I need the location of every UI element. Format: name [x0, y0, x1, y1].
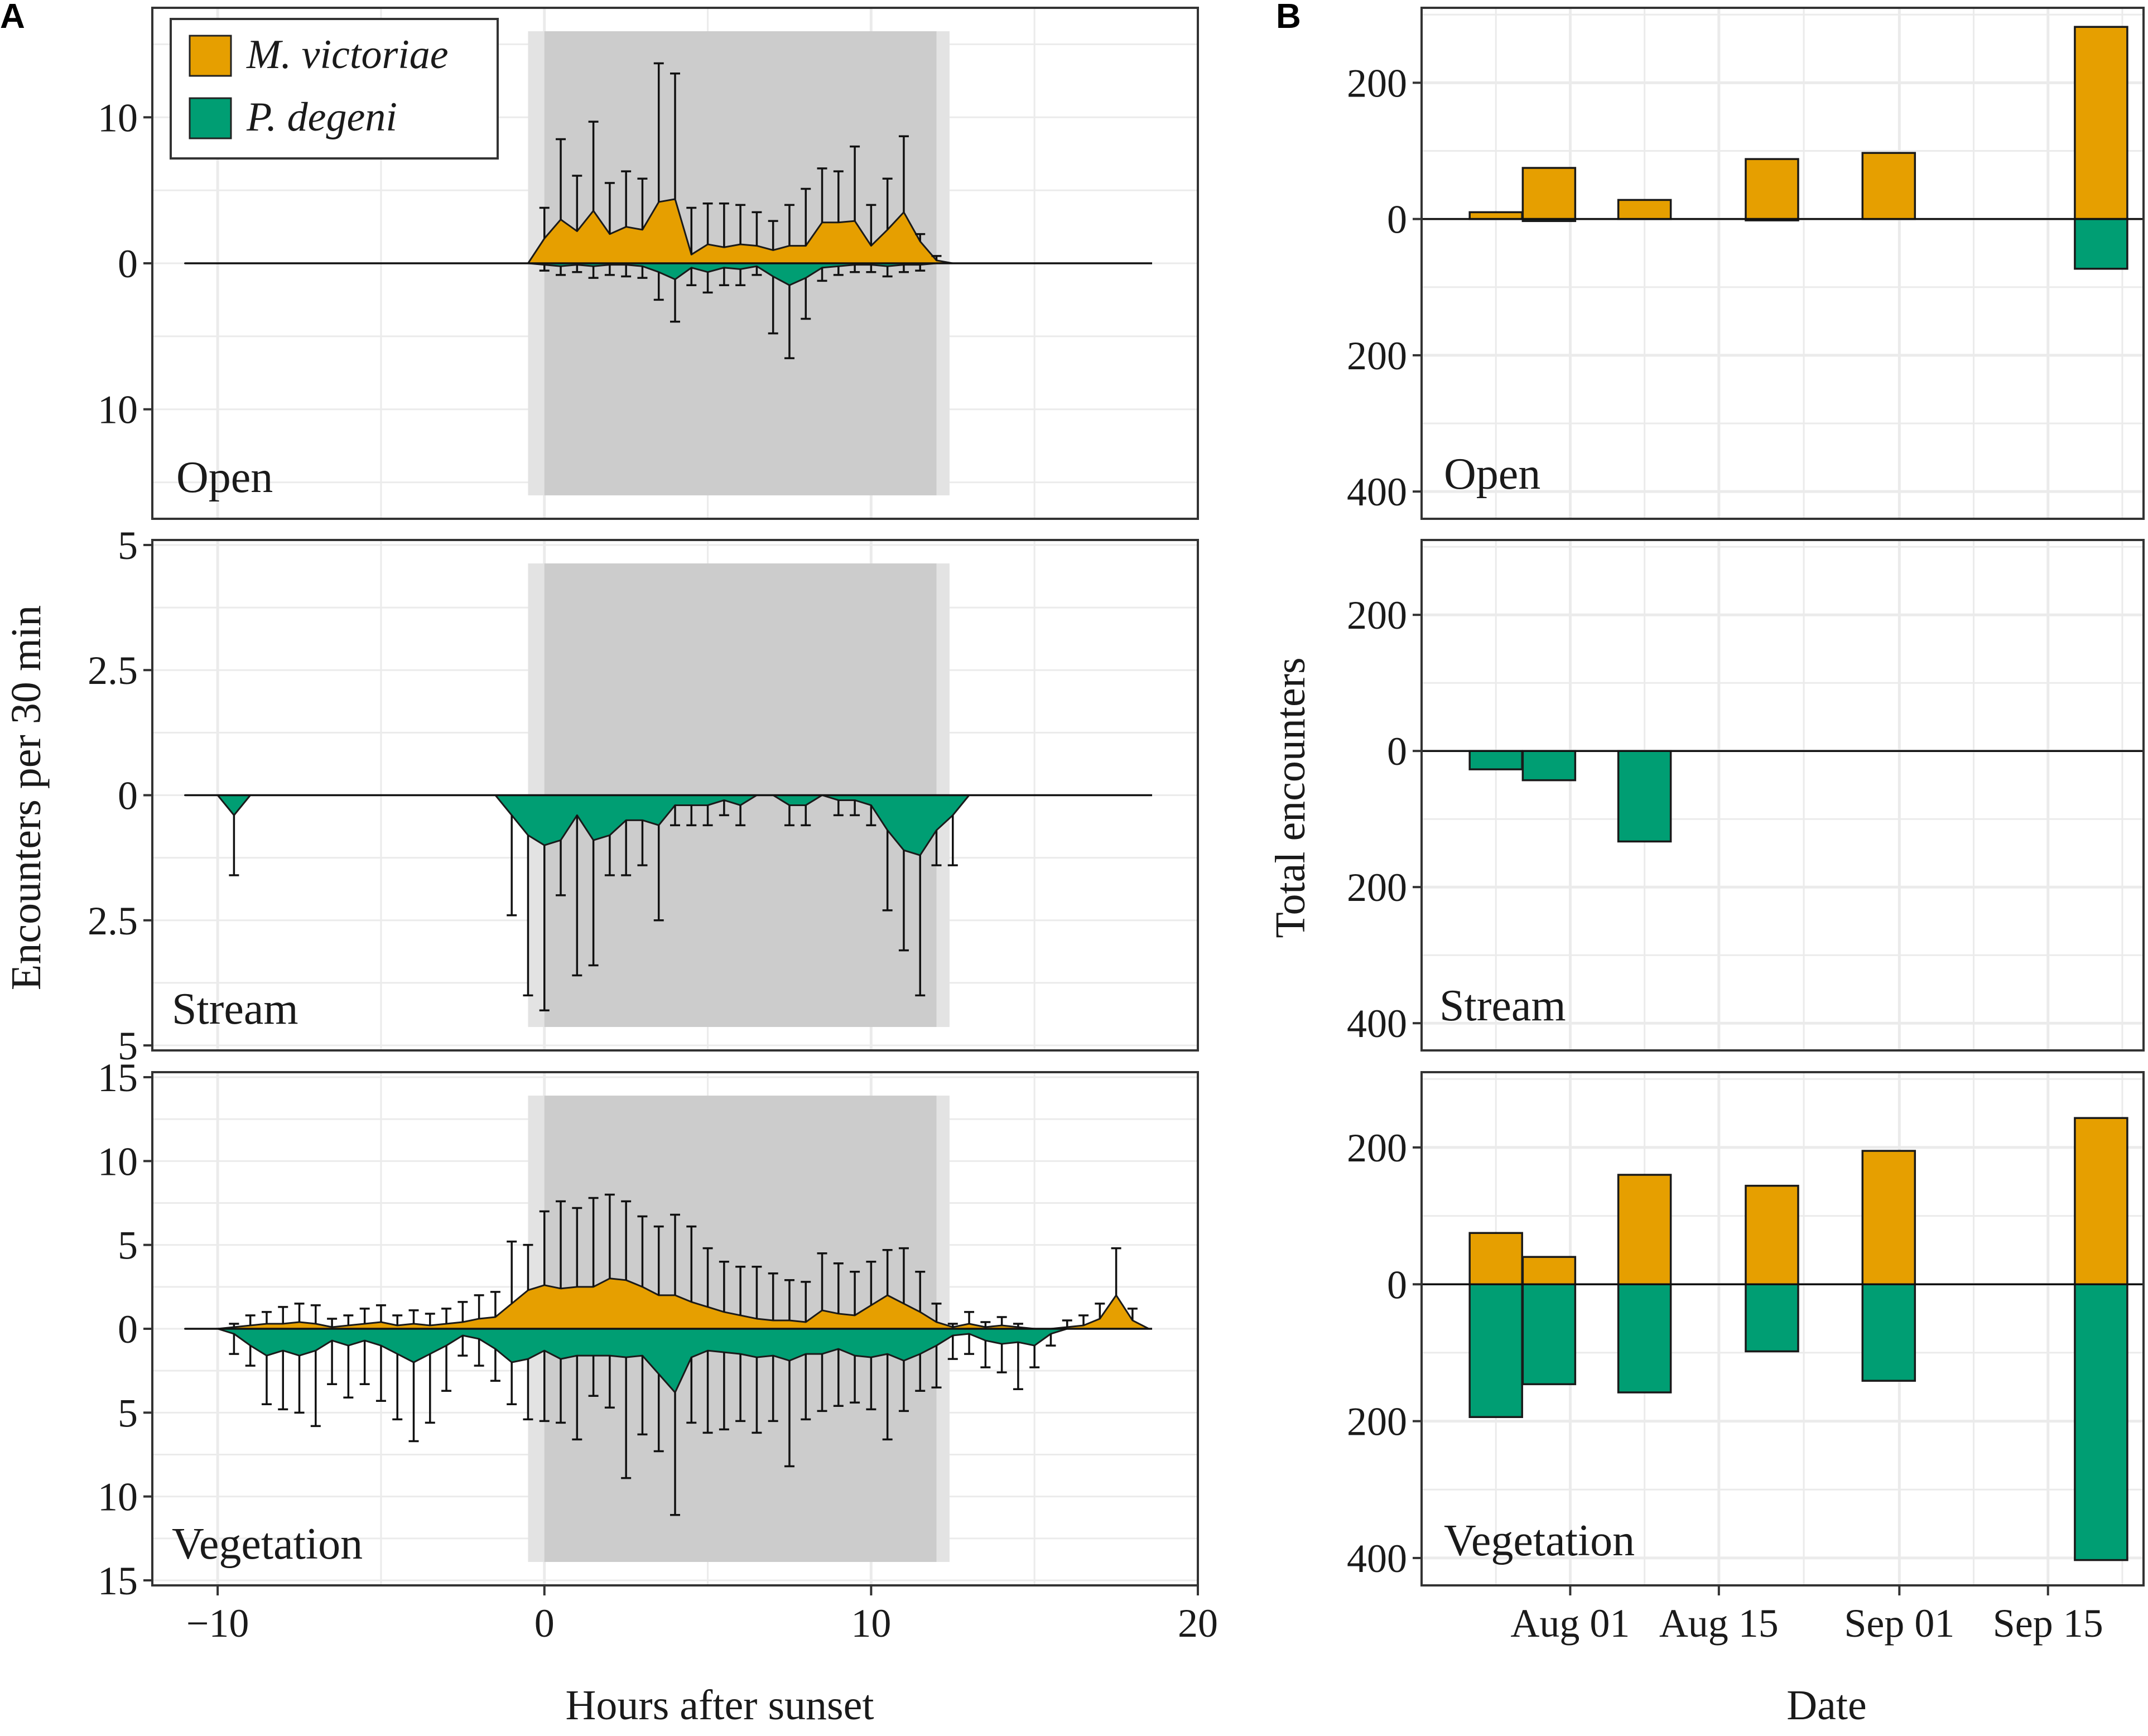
- bar-m-victoriae: [1468, 211, 1523, 220]
- y-tick-label: 2.5: [88, 648, 138, 693]
- panel-a-y-axis-title: Encounters per 30 min: [3, 605, 50, 990]
- legend-swatch-p-degeni: [189, 97, 232, 139]
- y-tick-label: 0: [1387, 1262, 1407, 1307]
- bar-p-degeni: [1617, 750, 1672, 843]
- y-tick-label: 5: [118, 1391, 138, 1435]
- panel-frame: [1420, 1071, 2145, 1586]
- panel-b-stream: 200 0 200 400 Stream: [1347, 539, 2145, 1052]
- bar-m-victoriae: [1468, 1232, 1523, 1286]
- panel-b-vegetation: 200 0 200 400 Vegetation: [1347, 1071, 2145, 1586]
- bar-m-victoriae: [2074, 26, 2128, 220]
- panel-b-open: 200 0 200 400 Open: [1347, 7, 2145, 520]
- bar-m-victoriae: [2074, 1117, 2128, 1286]
- y-tick-label: 0: [1387, 197, 1407, 242]
- y-tick-label: 5: [118, 523, 138, 568]
- y-tick-label: 2.5: [88, 899, 138, 943]
- y-tick-label: 200: [1347, 1126, 1407, 1170]
- habitat-label: Open: [176, 453, 273, 502]
- y-tick-label: 5: [118, 1024, 138, 1068]
- habitat-label: Open: [1444, 450, 1540, 499]
- panel-b-y-axis-title: Total encounters: [1267, 657, 1314, 938]
- bar-m-victoriae: [1617, 1174, 1672, 1286]
- y-tick-label: 10: [98, 1475, 138, 1520]
- x-tick-label: −10: [186, 1601, 249, 1646]
- panel-a-vegetation: 15 10 5 0 5 10 15 Vegetation: [98, 1055, 1199, 1603]
- x-tick-label: Aug 15: [1659, 1601, 1779, 1646]
- panel-label-b: B: [1276, 0, 1301, 36]
- bar-p-degeni: [2074, 1283, 2128, 1561]
- bar-m-victoriae: [1861, 152, 1916, 220]
- bar-m-victoriae: [1745, 1184, 1799, 1286]
- y-tick-label: 400: [1347, 1001, 1407, 1046]
- y-tick-label: 0: [118, 774, 138, 818]
- figure-labels: A B Encounters per 30 min Hours after su…: [0, 0, 1867, 1729]
- panel-a: 10 0 10 Open 5 2.5 0 2.5 5 Stream 15 10 5 0 5 10 15 Veget…: [88, 7, 1218, 1646]
- y-tick-label: 400: [1347, 1536, 1407, 1581]
- y-tick-label: 200: [1347, 334, 1407, 378]
- y-tick-label: 10: [98, 388, 138, 432]
- x-tick-label: 10: [851, 1601, 891, 1646]
- y-tick-label: 400: [1347, 470, 1407, 514]
- y-tick-label: 15: [98, 1559, 138, 1603]
- x-tick-label: 0: [534, 1601, 555, 1646]
- bar-m-victoriae: [1521, 167, 1577, 220]
- legend-swatch-m-victoriae: [189, 35, 232, 77]
- bar-p-degeni: [1861, 1283, 1916, 1382]
- y-tick-label: 0: [118, 1307, 138, 1352]
- y-tick-label: 200: [1347, 593, 1407, 638]
- x-tick-label: Aug 01: [1510, 1601, 1630, 1646]
- panel-b-x-axis-title: Date: [1786, 1682, 1866, 1729]
- panel-a-x-axis-title: Hours after sunset: [566, 1682, 874, 1729]
- habitat-label: Stream: [1439, 981, 1566, 1030]
- x-tick-label: Sep 15: [1993, 1601, 2103, 1646]
- x-tick-label: 20: [1178, 1601, 1218, 1646]
- series-area-p-degeni: [184, 1328, 1150, 1393]
- y-tick-label: 200: [1347, 865, 1407, 910]
- bar-p-degeni: [1468, 1283, 1523, 1418]
- bar-p-degeni: [1745, 1283, 1799, 1353]
- x-tick-label: Sep 01: [1844, 1601, 1954, 1646]
- y-tick-label: 0: [1387, 729, 1407, 774]
- panel-b: 200 0 200 400 Open 200 0 200 400 Stream 200 0 200 400…: [1347, 7, 2145, 1646]
- bar-m-victoriae: [1617, 199, 1672, 220]
- series-area-m-victoriae: [184, 1277, 1150, 1330]
- panel-a-open: 10 0 10 Open: [98, 7, 1199, 520]
- bar-p-degeni: [1521, 1283, 1577, 1386]
- bar-p-degeni: [1468, 750, 1523, 770]
- y-tick-label: 200: [1347, 61, 1407, 105]
- y-tick-label: 15: [98, 1055, 138, 1100]
- series-area-m-victoriae: [184, 198, 1150, 264]
- panel-frame: [1420, 7, 2145, 520]
- y-tick-label: 10: [98, 1139, 138, 1184]
- habitat-label: Vegetation: [1444, 1516, 1635, 1565]
- bar-p-degeni: [2074, 218, 2128, 270]
- panel-label-a: A: [0, 0, 25, 36]
- y-tick-label: 5: [118, 1223, 138, 1268]
- bar-p-degeni: [1617, 1283, 1672, 1393]
- panel-a-stream: 5 2.5 0 2.5 5 Stream: [88, 523, 1199, 1068]
- habitat-label: Vegetation: [172, 1520, 363, 1569]
- y-tick-label: 200: [1347, 1400, 1407, 1444]
- y-tick-label: 10: [98, 95, 138, 140]
- bar-m-victoriae: [1745, 158, 1799, 220]
- legend: M. victoriae P. degeni: [170, 18, 499, 160]
- bar-m-victoriae: [1521, 1256, 1577, 1286]
- panel-frame: [1420, 539, 2145, 1052]
- habitat-label: Stream: [172, 985, 298, 1034]
- y-tick-label: 0: [118, 242, 138, 286]
- bar-p-degeni: [1521, 750, 1577, 782]
- bar-m-victoriae: [1861, 1150, 1916, 1286]
- legend-label-p-degeni: P. degeni: [246, 94, 397, 140]
- legend-label-m-victoriae: M. victoriae: [246, 32, 449, 78]
